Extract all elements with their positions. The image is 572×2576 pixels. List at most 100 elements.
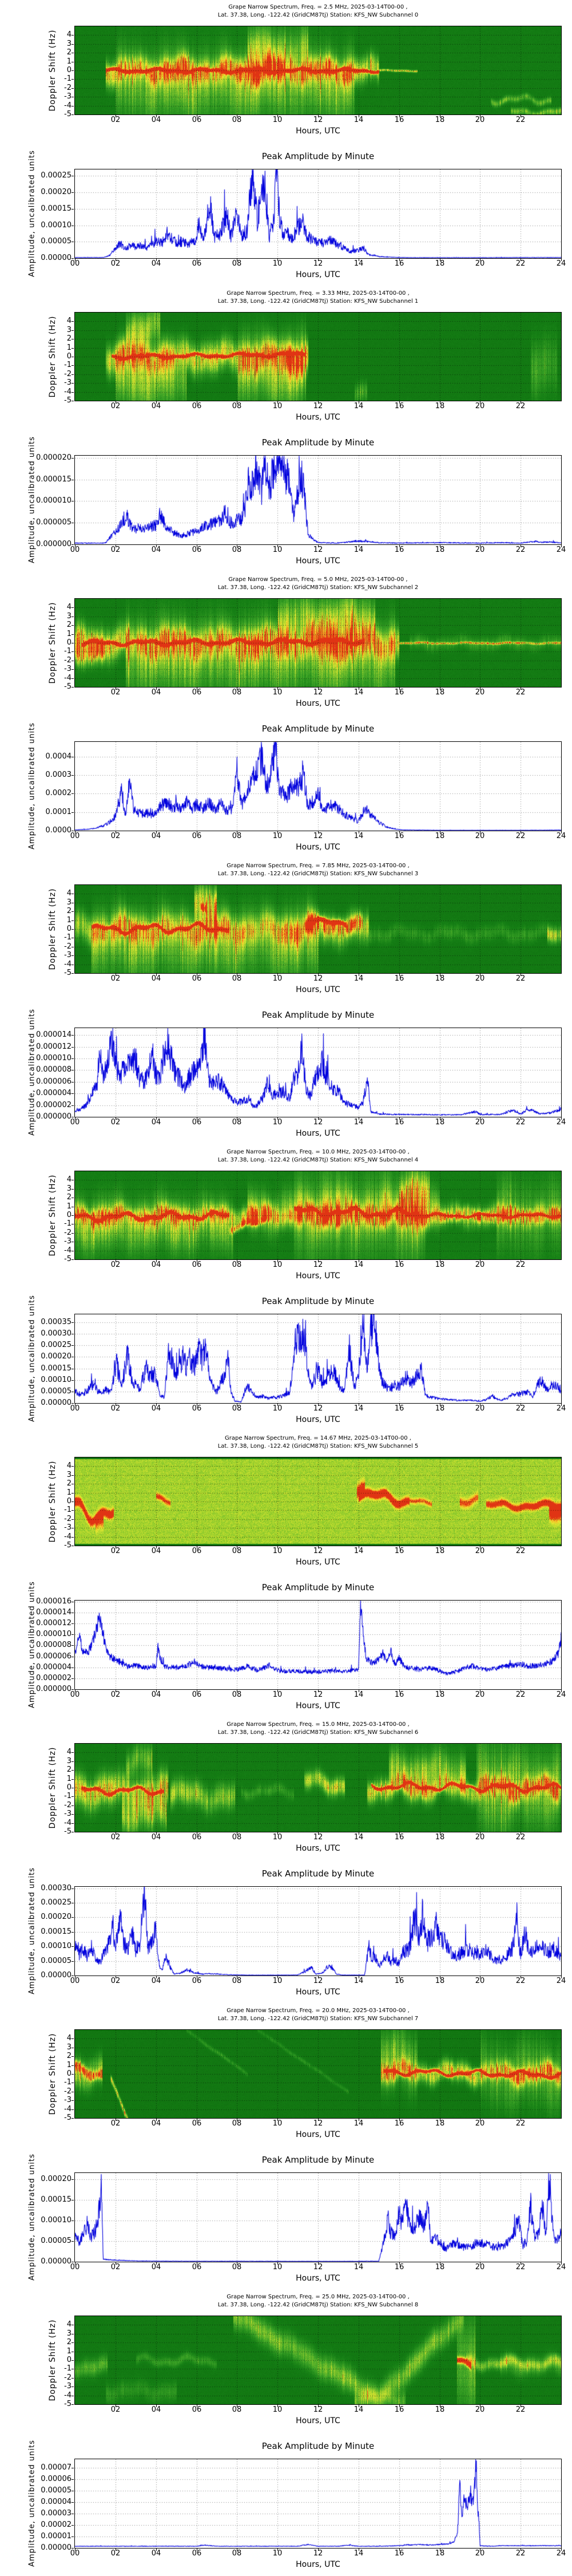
spectrogram-x-tick-label: 18 bbox=[435, 1261, 445, 1269]
amplitude-canvas bbox=[75, 456, 561, 544]
amplitude-y-tick-label: 0.000006 bbox=[35, 1077, 72, 1086]
amplitude-canvas bbox=[75, 742, 561, 831]
spectrogram-y-tick-label: -3 bbox=[64, 951, 72, 959]
amplitude-x-tick-label: 20 bbox=[475, 2549, 485, 2558]
spectrogram-x-tick-label: 02 bbox=[110, 2119, 121, 2128]
axis-tick-mark bbox=[72, 1475, 74, 1476]
spectrogram-x-tick-label: 06 bbox=[192, 1547, 202, 1555]
spectrogram-y-tick-label: 2 bbox=[66, 1765, 72, 1774]
amplitude-x-tick-label: 12 bbox=[313, 2263, 323, 2271]
spectrogram-plot-area bbox=[74, 26, 562, 115]
axis-tick-mark bbox=[156, 1260, 157, 1262]
amplitude-y-tick-label: 0.000000 bbox=[35, 1112, 72, 1121]
axis-tick-mark bbox=[72, 1215, 74, 1216]
spectrogram-y-tick-label: 3 bbox=[66, 2329, 72, 2338]
spectrogram-canvas bbox=[75, 1171, 561, 1259]
amplitude-y-tick-label: 0.0004 bbox=[45, 752, 72, 761]
spectrogram-y-tick-label: -2 bbox=[64, 1228, 72, 1237]
axis-tick-mark bbox=[156, 1832, 157, 1835]
amplitude-y-tick-label: 0.00020 bbox=[41, 188, 72, 196]
spectrogram-y-tick-label: 2 bbox=[66, 1193, 72, 1202]
spectrogram-x-tick-label: 14 bbox=[353, 402, 364, 410]
amplitude-y-tick-label: 0.0002 bbox=[45, 789, 72, 797]
amplitude-x-tick-label: 22 bbox=[515, 832, 526, 840]
amplitude-y-tick-label: 0.00006 bbox=[41, 2475, 72, 2483]
spectrogram-plot-area bbox=[74, 1457, 562, 1546]
axis-tick-mark bbox=[277, 2262, 278, 2265]
spectrogram-x-tick-label: 18 bbox=[435, 1833, 445, 1842]
amplitude-x-tick-label: 22 bbox=[515, 1977, 526, 1985]
amplitude-x-tick-label: 16 bbox=[394, 2263, 404, 2271]
spectrogram-x-tick-label: 22 bbox=[515, 116, 526, 124]
amplitude-canvas bbox=[75, 1314, 561, 1403]
axis-tick-mark bbox=[156, 2119, 157, 2121]
axis-tick-mark bbox=[318, 1832, 319, 1835]
axis-tick-mark bbox=[72, 79, 74, 80]
spectrogram-y-tick-label: -3 bbox=[64, 1237, 72, 1246]
spectrogram-x-tick-label: 22 bbox=[515, 688, 526, 697]
spectrogram-title-line2: Lat. 37.38, Long. -122.42 (GridCM87tj) S… bbox=[217, 1443, 419, 1449]
axis-tick-mark bbox=[72, 114, 74, 115]
spectrogram-x-tick-label: 04 bbox=[151, 2119, 161, 2128]
spectrogram-x-tick-label: 20 bbox=[475, 2405, 485, 2414]
spectrogram-y-tick-label: -1 bbox=[64, 933, 72, 942]
amplitude-title: Peak Amplitude by Minute bbox=[261, 2155, 375, 2165]
spectrogram-y-tick-label: 2 bbox=[66, 48, 72, 57]
amplitude-y-tick-label: 0.000015 bbox=[35, 475, 72, 484]
spectrogram-title-line2: Lat. 37.38, Long. -122.42 (GridCM87tj) S… bbox=[217, 12, 419, 18]
axis-tick-mark bbox=[318, 2549, 319, 2551]
spectrogram-x-tick-label: 12 bbox=[313, 2405, 323, 2414]
amplitude-x-axis-label: Hours, UTC bbox=[296, 1415, 340, 1424]
axis-tick-mark bbox=[318, 2405, 319, 2407]
spectrogram-x-tick-label: 04 bbox=[151, 1833, 161, 1842]
spectrogram-y-tick-label: 0 bbox=[66, 1497, 72, 1506]
amplitude-x-tick-label: 12 bbox=[313, 1118, 323, 1127]
axis-tick-mark bbox=[72, 2118, 74, 2119]
amplitude-x-tick-label: 12 bbox=[313, 832, 323, 840]
axis-tick-mark bbox=[72, 1519, 74, 1520]
axis-tick-mark bbox=[72, 634, 74, 635]
amplitude-x-tick-label: 08 bbox=[232, 2549, 242, 2558]
spectrogram-y-tick-label: -5 bbox=[64, 2400, 72, 2408]
amplitude-y-tick-label: 0.000008 bbox=[35, 1065, 72, 1074]
amplitude-x-tick-label: 10 bbox=[272, 1977, 283, 1985]
amplitude-x-tick-label: 04 bbox=[151, 1690, 161, 1699]
amplitude-x-tick-label: 10 bbox=[272, 1118, 283, 1127]
spectrogram-y-tick-label: -1 bbox=[64, 1506, 72, 1514]
spectrogram-x-tick-label: 08 bbox=[232, 1261, 242, 1269]
spectrogram-y-tick-label: 4 bbox=[66, 30, 72, 39]
amplitude-y-tick-label: 0.000010 bbox=[35, 496, 72, 505]
amplitude-y-tick-label: 0.00025 bbox=[41, 1898, 72, 1907]
amplitude-x-tick-label: 14 bbox=[353, 2549, 364, 2558]
amplitude-x-tick-label: 12 bbox=[313, 259, 323, 268]
amplitude-y-tick-label: 0.00010 bbox=[41, 1376, 72, 1384]
spectrogram-canvas bbox=[75, 1457, 561, 1546]
amplitude-plot-area bbox=[74, 2459, 562, 2549]
spectrogram-y-tick-label: -3 bbox=[64, 2096, 72, 2104]
spectrogram-x-tick-label: 16 bbox=[394, 974, 404, 983]
axis-tick-mark bbox=[75, 545, 76, 547]
spectrogram-plot-area bbox=[74, 598, 562, 688]
axis-tick-mark bbox=[318, 115, 319, 117]
spectrogram-y-tick-label: -1 bbox=[64, 2364, 72, 2373]
spectrogram-y-tick-label: -5 bbox=[64, 110, 72, 118]
amplitude-x-tick-label: 18 bbox=[435, 832, 445, 840]
axis-tick-mark bbox=[277, 688, 278, 690]
spectrogram-title-line2: Lat. 37.38, Long. -122.42 (GridCM87tj) S… bbox=[217, 584, 419, 591]
amplitude-x-tick-label: 12 bbox=[313, 2549, 323, 2558]
amplitude-y-tick-label: 0.00015 bbox=[41, 2195, 72, 2204]
axis-tick-mark bbox=[156, 1404, 157, 1406]
amplitude-x-tick-label: 20 bbox=[475, 1690, 485, 1699]
spectrogram-y-tick-label: -3 bbox=[64, 378, 72, 387]
amplitude-y-tick-label: 0.00002 bbox=[41, 2520, 72, 2529]
amplitude-x-tick-label: 20 bbox=[475, 1118, 485, 1127]
spectrogram-y-tick-label: 4 bbox=[66, 1461, 72, 1470]
amplitude-x-tick-label: 00 bbox=[70, 1690, 80, 1699]
spectrogram-x-tick-label: 06 bbox=[192, 1833, 202, 1842]
amplitude-x-tick-label: 00 bbox=[70, 546, 80, 554]
amplitude-x-tick-label: 14 bbox=[353, 832, 364, 840]
amplitude-plot-area bbox=[74, 1886, 562, 1976]
axis-tick-mark bbox=[399, 259, 400, 261]
axis-tick-mark bbox=[277, 1404, 278, 1406]
amplitude-x-tick-label: 00 bbox=[70, 1977, 80, 1985]
